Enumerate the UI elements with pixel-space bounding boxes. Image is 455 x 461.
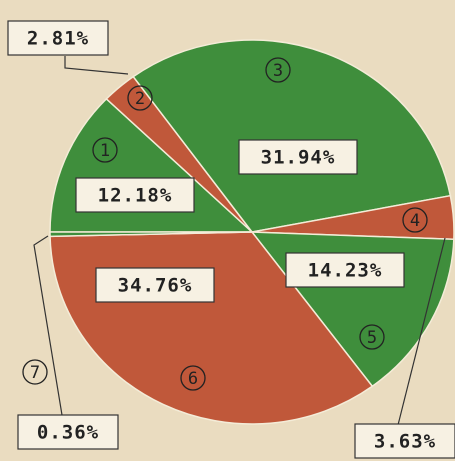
pie-slice (49, 231, 253, 238)
category-label: 4 (410, 211, 420, 231)
number-circle (180, 365, 206, 391)
value-label: 0.36% (37, 422, 99, 444)
category-label: 7 (30, 363, 40, 383)
value-label: 34.76% (118, 275, 193, 297)
category-label: 3 (273, 61, 283, 81)
leader-line (397, 237, 446, 426)
label-box (354, 423, 455, 459)
number-circle (402, 207, 428, 233)
value-label: 12.18% (98, 185, 173, 207)
category-label: 2 (135, 89, 145, 109)
label-box (95, 267, 215, 303)
number-circle (359, 324, 385, 350)
label-box (238, 139, 358, 175)
value-label: 31.94% (261, 147, 336, 169)
number-circle (127, 85, 153, 111)
label-box (7, 20, 109, 56)
category-label: 6 (188, 369, 198, 389)
number-circle (92, 137, 118, 163)
category-label: 1 (100, 141, 110, 161)
leader-line (33, 235, 63, 416)
leader-line (64, 56, 129, 75)
value-label: 3.63% (374, 431, 436, 453)
label-box (75, 177, 195, 213)
number-circle (265, 57, 291, 83)
value-label: 14.23% (308, 260, 383, 282)
label-box (285, 252, 405, 288)
pie-slice (132, 39, 452, 233)
value-label: 2.81% (27, 28, 89, 50)
number-circle (22, 359, 48, 385)
category-label: 5 (367, 328, 377, 348)
label-box (17, 414, 119, 450)
